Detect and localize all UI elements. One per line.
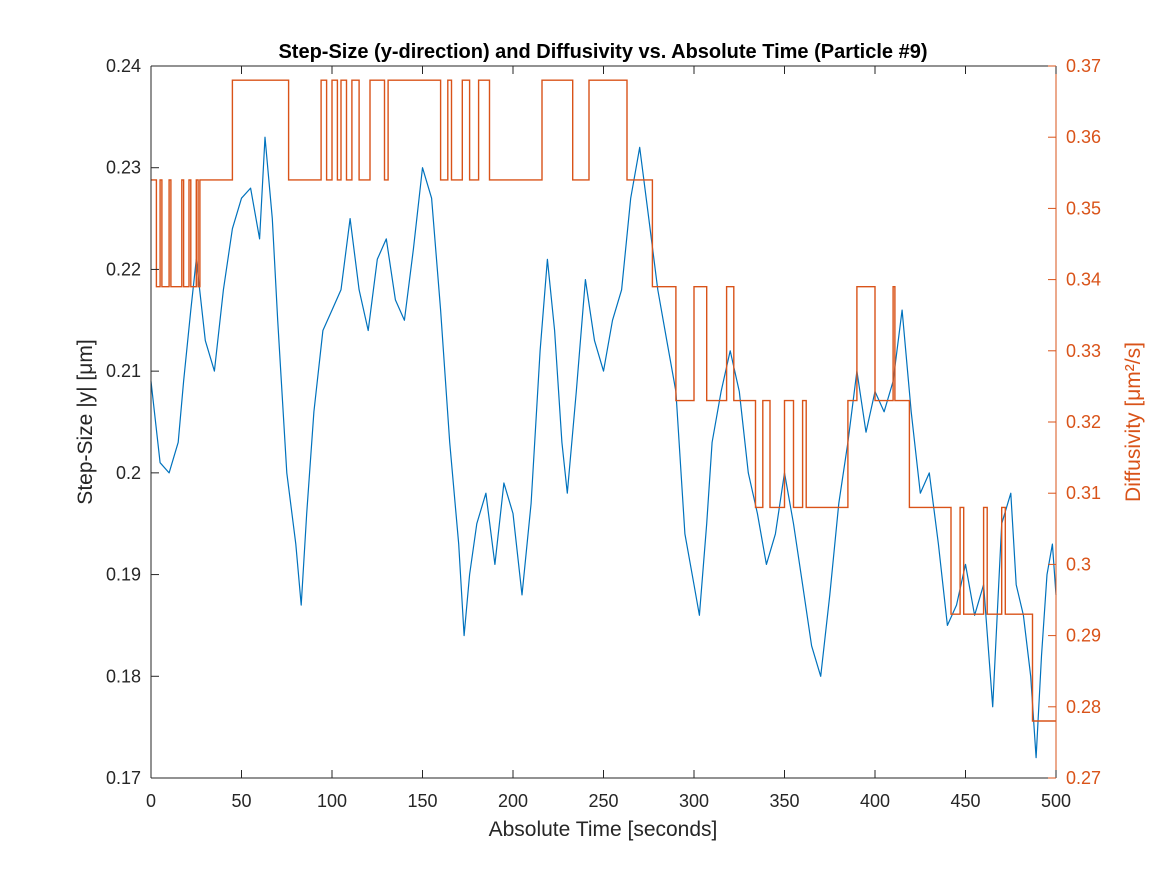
y-right-tick-label: 0.31 [1066,483,1101,503]
y-right-tick-label: 0.36 [1066,127,1101,147]
x-tick-label: 200 [498,791,528,811]
y-right-tick-label: 0.34 [1066,270,1101,290]
y-left-tick-label: 0.22 [106,259,141,279]
y-right-tick-label: 0.32 [1066,412,1101,432]
diffusivity-line [151,79,1056,722]
y-right-tick-label: 0.35 [1066,198,1101,218]
ticks-group: 0 50 100 150 200 250 300 350 400 450 500 0.17 0.18 0.… [106,56,1101,811]
step-size-series-group [150,136,1057,759]
x-tick-label: 300 [679,791,709,811]
x-tick-label: 50 [231,791,251,811]
x-tick-label: 450 [950,791,980,811]
y-left-tick-label: 0.24 [106,56,141,76]
step-size-line [150,136,1057,759]
x-tick-label: 400 [860,791,890,811]
x-tick-label: 350 [769,791,799,811]
x-tick-label: 500 [1041,791,1071,811]
y-left-tick-label: 0.19 [106,565,141,585]
diffusivity-series-group [151,79,1056,722]
y-right-tick-label: 0.29 [1066,626,1101,646]
y-axis-right-label: Diffusivity [μm²/s] [1122,342,1145,502]
y-right-tick-label: 0.37 [1066,56,1101,76]
x-axis-label: Absolute Time [seconds] [489,818,718,841]
y-left-tick-label: 0.23 [106,158,141,178]
x-tick-label: 0 [146,791,156,811]
x-tick-label: 250 [588,791,618,811]
y-right-tick-label: 0.33 [1066,341,1101,361]
y-right-tick-label: 0.3 [1066,554,1091,574]
x-tick-label: 100 [317,791,347,811]
y-left-tick-label: 0.18 [106,666,141,686]
y-left-tick-label: 0.21 [106,361,141,381]
plot-background [151,66,1056,778]
y-axis-left-label: Step-Size |y| [μm] [74,339,97,504]
x-tick-label: 150 [407,791,437,811]
y-left-tick-label: 0.17 [106,768,141,788]
chart-title: Step-Size (y-direction) and Diffusivity … [278,41,927,63]
y-left-tick-label: 0.2 [116,463,141,483]
y-right-tick-label: 0.27 [1066,768,1101,788]
y-right-tick-label: 0.28 [1066,697,1101,717]
